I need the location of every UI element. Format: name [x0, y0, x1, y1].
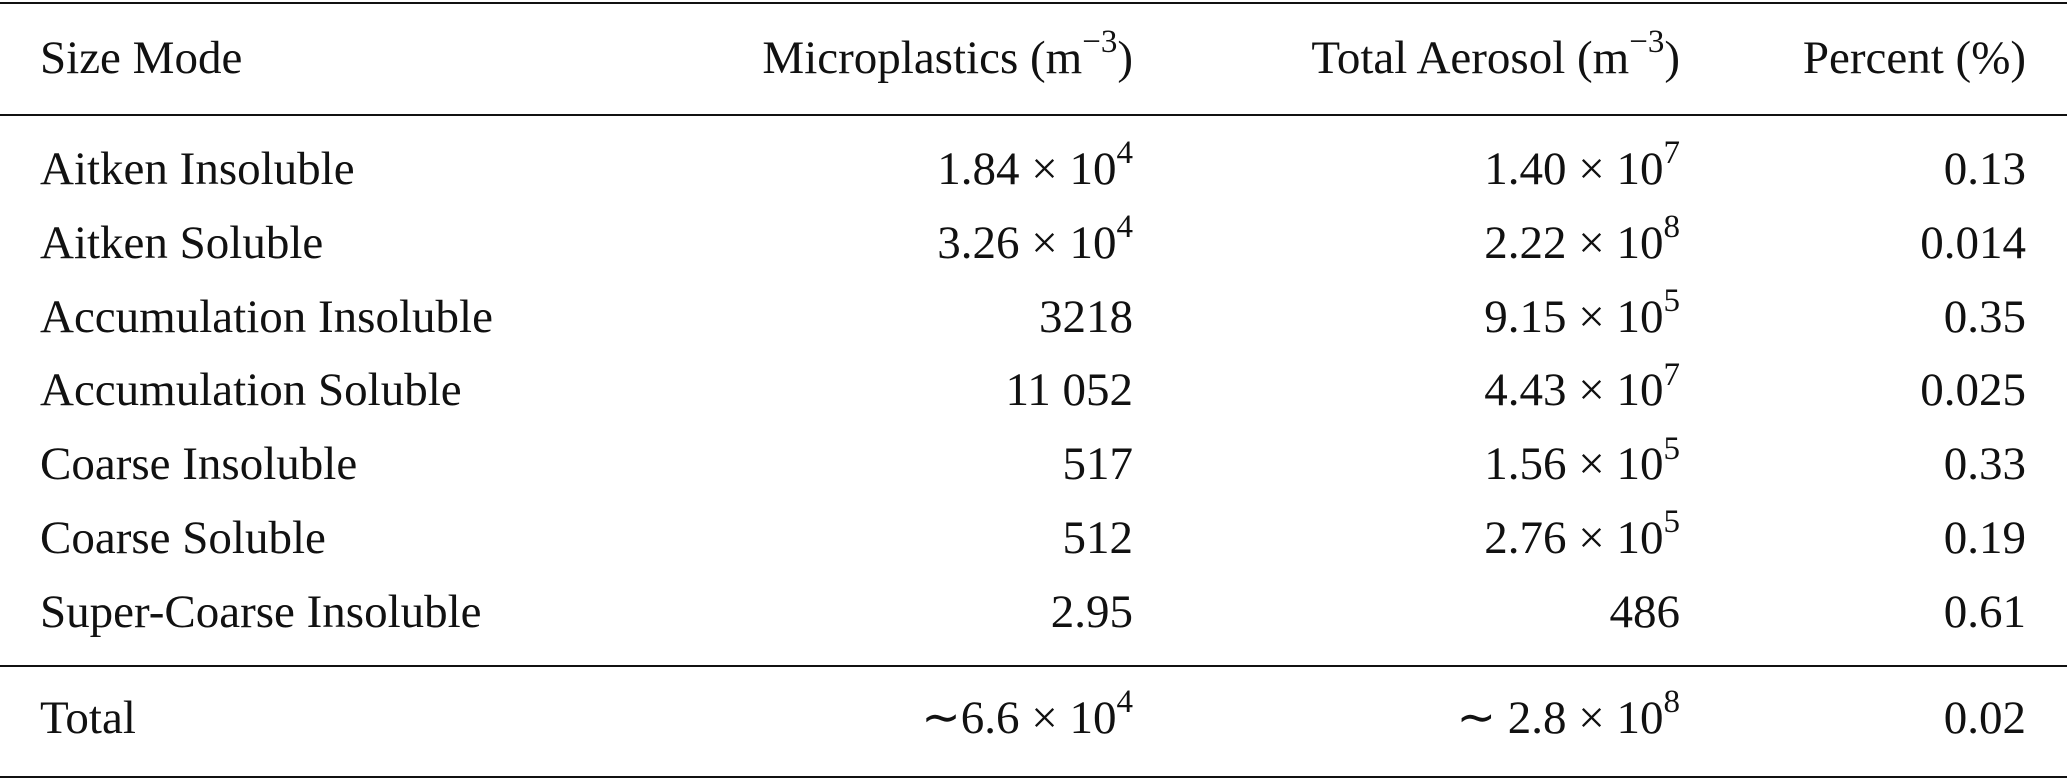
- total-cell: 0.02: [1943, 692, 2026, 744]
- superscript: 7: [1663, 135, 1681, 172]
- table-cell: 4.43 × 107: [1484, 358, 1680, 418]
- cell-text: ∼ 2.8 × 10: [1456, 692, 1664, 744]
- superscript: 4: [1116, 135, 1134, 172]
- table-cell: 0.61: [1943, 585, 2026, 638]
- table-cell: 2.95: [1050, 585, 1133, 638]
- table-cell: 2.76 × 105: [1484, 506, 1680, 566]
- table-cell: 486: [1609, 585, 1681, 638]
- cell-text: Microplastics (m: [762, 32, 1083, 84]
- cell-text: 1.56 × 10: [1484, 438, 1664, 491]
- cell-text: ): [1117, 32, 1133, 84]
- header-cell: Microplastics (m−3): [762, 26, 1133, 86]
- table-cell: 512: [1062, 512, 1134, 564]
- total-cell: ∼6.6 × 104: [921, 686, 1133, 746]
- superscript: 5: [1663, 282, 1681, 319]
- table-cell: Coarse Soluble: [40, 512, 326, 564]
- table-cell: 0.025: [1920, 364, 2026, 417]
- table-cell: 0.33: [1943, 438, 2026, 491]
- table-cell: 9.15 × 105: [1484, 284, 1680, 345]
- bottom-rule: [0, 776, 2067, 778]
- table-cell: 3218: [1039, 290, 1133, 343]
- superscript: 7: [1663, 356, 1681, 393]
- cell-text: 9.15 × 10: [1484, 290, 1664, 343]
- table-cell: 0.13: [1943, 143, 2026, 195]
- cell-text: 2.76 × 10: [1484, 512, 1664, 564]
- cell-text: 4.43 × 10: [1484, 364, 1664, 417]
- table-cell: 11 052: [1005, 364, 1133, 417]
- superscript: 5: [1663, 430, 1681, 467]
- superscript: 4: [1116, 209, 1134, 246]
- total-cell: Total: [40, 692, 136, 744]
- cell-text: Total Aerosol (m: [1311, 32, 1630, 84]
- superscript: 4: [1116, 684, 1134, 721]
- table-cell: 0.014: [1920, 216, 2026, 269]
- table-cell: 0.19: [1943, 512, 2026, 564]
- table-cell: Aitken Insoluble: [40, 143, 355, 195]
- cell-text: ∼6.6 × 10: [921, 692, 1117, 744]
- header-cell: Size Mode: [40, 32, 243, 84]
- superscript: 8: [1663, 209, 1681, 246]
- table-cell: 517: [1062, 438, 1134, 491]
- table-cell: 3.26 × 104: [937, 211, 1133, 271]
- cell-text: ): [1664, 32, 1680, 84]
- table-cell: 0.35: [1943, 290, 2026, 343]
- cell-text: 1.84 × 10: [937, 143, 1117, 195]
- top-rule: [0, 2, 2067, 4]
- superscript: −3: [1629, 24, 1665, 61]
- superscript: 5: [1663, 504, 1681, 541]
- superscript: −3: [1082, 24, 1118, 61]
- table-cell: 1.56 × 105: [1484, 432, 1680, 492]
- header-rule: [0, 114, 2067, 116]
- table-cell: 1.40 × 107: [1484, 137, 1680, 197]
- header-cell: Percent (%): [1802, 32, 2026, 84]
- cell-text: 2.22 × 10: [1484, 216, 1664, 269]
- total-rule: [0, 665, 2067, 667]
- cell-text: 1.40 × 10: [1484, 143, 1664, 195]
- cell-text: 3.26 × 10: [937, 216, 1117, 269]
- header-cell: Total Aerosol (m−3): [1311, 26, 1680, 86]
- table-cell: 1.84 × 104: [937, 137, 1133, 197]
- superscript: 8: [1663, 684, 1681, 721]
- total-cell: ∼ 2.8 × 108: [1456, 686, 1680, 746]
- table-cell: Aitken Soluble: [40, 216, 324, 269]
- table-cell: Super-Coarse Insoluble: [40, 585, 482, 638]
- table-cell: 2.22 × 108: [1484, 211, 1680, 271]
- table-cell: Accumulation Insoluble: [40, 290, 493, 343]
- table-cell: Coarse Insoluble: [40, 438, 358, 491]
- table-cell: Accumulation Soluble: [40, 364, 462, 417]
